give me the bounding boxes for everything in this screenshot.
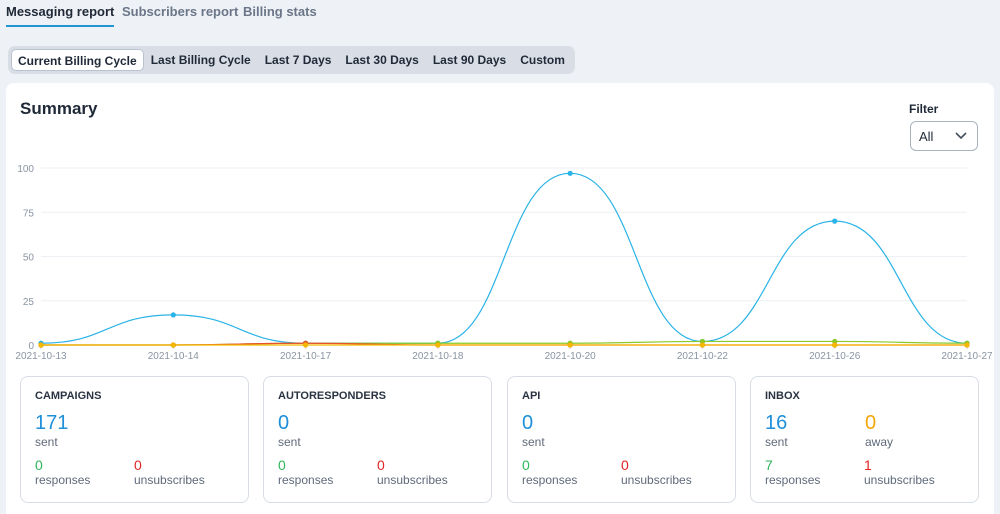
api-sent-count: 0 xyxy=(522,412,534,434)
data-point[interactable] xyxy=(567,342,573,348)
report-tabs: Messaging report Subscribers report Bill… xyxy=(0,0,1000,30)
autoresponders-stat-card: AUTORESPONDERS 0 sent 0 responses 0 unsu… xyxy=(263,376,492,503)
data-point[interactable] xyxy=(170,312,176,318)
tab-subscribers-report[interactable]: Subscribers report xyxy=(122,4,239,19)
api-sent-label: sent xyxy=(522,435,545,449)
range-last-90-days[interactable]: Last 90 Days xyxy=(432,53,507,67)
api-unsubscribes-count: 0 xyxy=(621,457,629,473)
x-tick-label: 2021-10-14 xyxy=(148,351,200,362)
data-point[interactable] xyxy=(38,342,44,348)
data-point[interactable] xyxy=(567,170,573,176)
api-stat-card: API 0 sent 0 responses 0 unsubscribes xyxy=(507,376,736,503)
inbox-responses-count: 7 xyxy=(765,457,773,473)
inbox-unsubscribes-label: unsubscribes xyxy=(864,473,935,487)
tab-billing-stats[interactable]: Billing stats xyxy=(243,4,317,19)
y-tick-label: 25 xyxy=(23,297,35,308)
data-point[interactable] xyxy=(832,218,838,224)
autoresponders-sent-label: sent xyxy=(278,435,301,449)
data-point[interactable] xyxy=(435,342,441,348)
x-tick-label: 2021-10-13 xyxy=(15,351,67,362)
inbox-sent-count: 16 xyxy=(765,412,788,434)
x-tick-label: 2021-10-22 xyxy=(677,351,729,362)
autoresponders-unsubscribes-label: unsubscribes xyxy=(377,473,448,487)
range-last-7-days[interactable]: Last 7 Days xyxy=(264,53,332,67)
filter-value: All xyxy=(919,129,934,144)
api-unsubscribes-label: unsubscribes xyxy=(621,473,692,487)
campaigns-unsubscribes-count: 0 xyxy=(134,457,142,473)
campaigns-sent-label: sent xyxy=(35,435,58,449)
data-point[interactable] xyxy=(302,342,309,348)
inbox-unsubscribes-count: 1 xyxy=(864,457,872,473)
campaigns-stat-card: CAMPAIGNS 171 sent 0 responses 0 unsubsc… xyxy=(20,376,249,503)
inbox-away-label: away xyxy=(865,435,894,449)
range-custom[interactable]: Custom xyxy=(520,53,565,67)
tab-messaging-report[interactable]: Messaging report xyxy=(6,4,115,19)
filter-select[interactable]: All xyxy=(910,121,978,151)
range-last-billing-cycle[interactable]: Last Billing Cycle xyxy=(150,53,251,67)
inbox-title: INBOX xyxy=(765,390,800,402)
active-tab-indicator xyxy=(6,25,114,27)
x-tick-label: 2021-10-18 xyxy=(412,351,464,362)
data-point[interactable] xyxy=(699,342,706,348)
inbox-responses-label: responses xyxy=(765,473,821,487)
autoresponders-unsubscribes-count: 0 xyxy=(377,457,385,473)
chevron-down-icon xyxy=(955,132,967,140)
range-current-billing-cycle[interactable]: Current Billing Cycle xyxy=(11,49,144,71)
autoresponders-sent-count: 0 xyxy=(278,412,290,434)
api-responses-label: responses xyxy=(522,473,578,487)
data-point[interactable] xyxy=(170,342,176,348)
y-tick-label: 75 xyxy=(23,208,35,219)
inbox-away-count: 0 xyxy=(865,412,877,434)
date-range-selector: Current Billing Cycle Last Billing Cycle… xyxy=(8,46,575,74)
y-tick-label: 0 xyxy=(28,341,34,352)
data-point[interactable] xyxy=(964,342,970,348)
y-tick-label: 50 xyxy=(23,253,35,264)
summary-chart: 0 25 50 75 100 2021-10-13 2021-10-14 2021-10-1… xyxy=(15,164,993,362)
campaigns-sent-count: 171 xyxy=(35,412,69,434)
campaigns-responses-count: 0 xyxy=(35,457,43,473)
x-tick-label: 2021-10-27 xyxy=(941,351,993,362)
api-responses-count: 0 xyxy=(522,457,530,473)
series-line-0 xyxy=(40,172,968,344)
campaigns-responses-label: responses xyxy=(35,473,91,487)
filter-label: Filter xyxy=(909,102,939,116)
data-point[interactable] xyxy=(832,342,838,348)
inbox-stat-card: INBOX 16 sent 0 away 7 responses 1 unsub… xyxy=(750,376,979,503)
x-tick-label: 2021-10-17 xyxy=(280,351,332,362)
campaigns-title: CAMPAIGNS xyxy=(35,390,102,402)
api-title: API xyxy=(522,390,541,402)
range-last-30-days[interactable]: Last 30 Days xyxy=(345,53,419,67)
autoresponders-title: AUTORESPONDERS xyxy=(278,390,386,402)
y-tick-label: 100 xyxy=(17,164,34,175)
campaigns-unsubscribes-label: unsubscribes xyxy=(134,473,205,487)
summary-title: Summary xyxy=(20,99,98,118)
summary-card: Summary Filter All 0 25 50 75 100 2021-10-13… xyxy=(6,83,994,514)
x-tick-label: 2021-10-26 xyxy=(809,351,861,362)
autoresponders-responses-label: responses xyxy=(278,473,334,487)
x-tick-label: 2021-10-20 xyxy=(545,351,597,362)
autoresponders-responses-count: 0 xyxy=(278,457,286,473)
inbox-sent-label: sent xyxy=(765,435,788,449)
